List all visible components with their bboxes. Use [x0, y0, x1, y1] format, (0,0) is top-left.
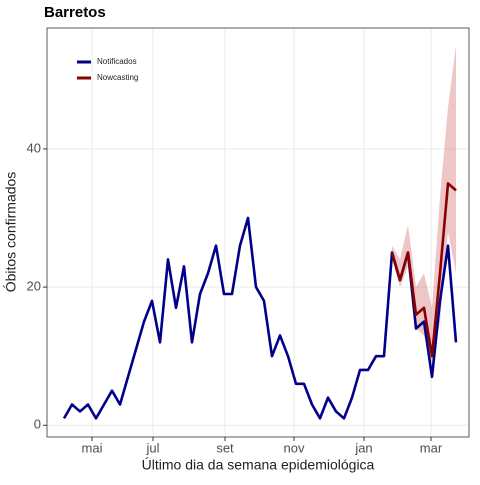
series-line: [62, 216, 458, 420]
x-axis-title: Último dia da semana epidemiológica: [142, 457, 375, 473]
x-tick-label: jul: [145, 440, 159, 455]
panel-border: [46, 27, 470, 438]
y-tick-label: 40: [27, 140, 41, 155]
y-tick-label: 20: [27, 279, 41, 294]
x-tick-label: mar: [420, 440, 443, 455]
x-tick-label: mai: [82, 440, 103, 455]
x-tick-label: nov: [284, 440, 305, 455]
series-line: [390, 182, 457, 358]
x-tick-label: set: [216, 440, 234, 455]
y-tick-label: 0: [34, 417, 41, 432]
legend-label: Nowcasting: [97, 73, 138, 82]
chart-title: Barretos: [44, 4, 106, 21]
legend-label: Notificados: [97, 57, 137, 66]
y-axis-title: Óbitos confirmados: [3, 172, 19, 293]
x-tick-label: jan: [354, 440, 372, 455]
